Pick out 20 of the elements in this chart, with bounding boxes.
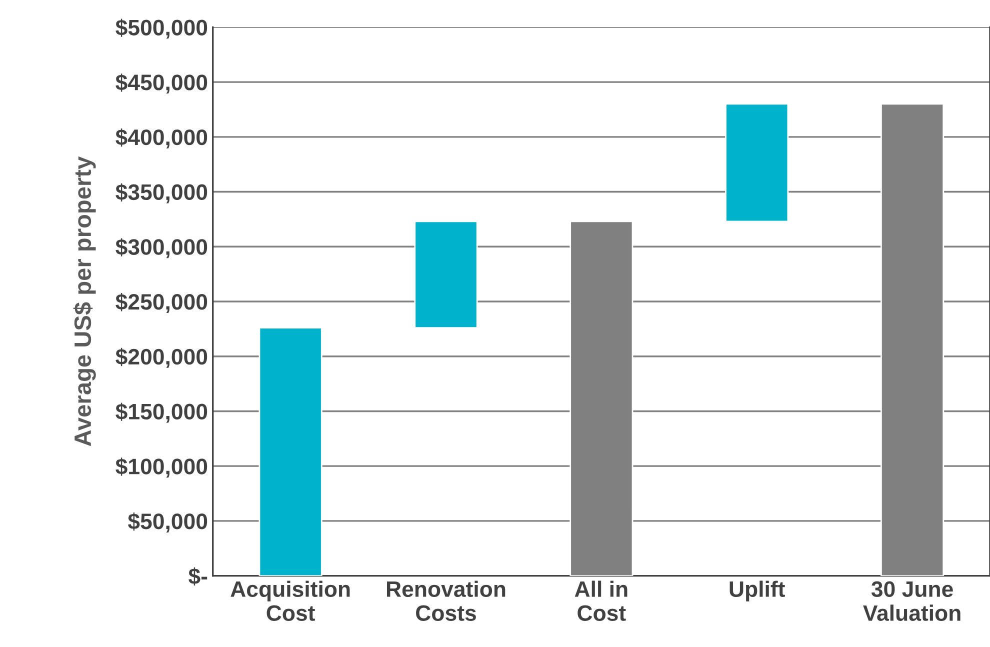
bar — [258, 327, 322, 576]
y-tick-label: $150,000 — [116, 402, 208, 423]
bar — [725, 103, 789, 222]
y-tick-label: $100,000 — [116, 458, 208, 478]
x-tick-label: Acquisition Cost — [230, 580, 350, 621]
y-tick-label: $- — [188, 567, 208, 586]
y-tick-label: $350,000 — [116, 183, 208, 204]
y-tick-label: $50,000 — [128, 512, 208, 532]
x-tick-label: Uplift — [730, 580, 785, 602]
y-tick-label: $450,000 — [116, 74, 208, 94]
y-tick-label: $200,000 — [116, 348, 208, 368]
x-tick-label: 30 June Valuation — [863, 581, 960, 621]
y-axis-title: Average US$ per property — [73, 156, 96, 446]
y-tick-label: $400,000 — [116, 128, 208, 148]
x-tick-label: Renovation Costs — [386, 580, 506, 621]
y-tick-label: $500,000 — [116, 18, 208, 39]
x-tick-label: All in Cost — [574, 580, 628, 621]
y-tick-label: $300,000 — [116, 238, 208, 258]
y-tick-label: $250,000 — [116, 293, 208, 313]
bar — [414, 220, 478, 329]
